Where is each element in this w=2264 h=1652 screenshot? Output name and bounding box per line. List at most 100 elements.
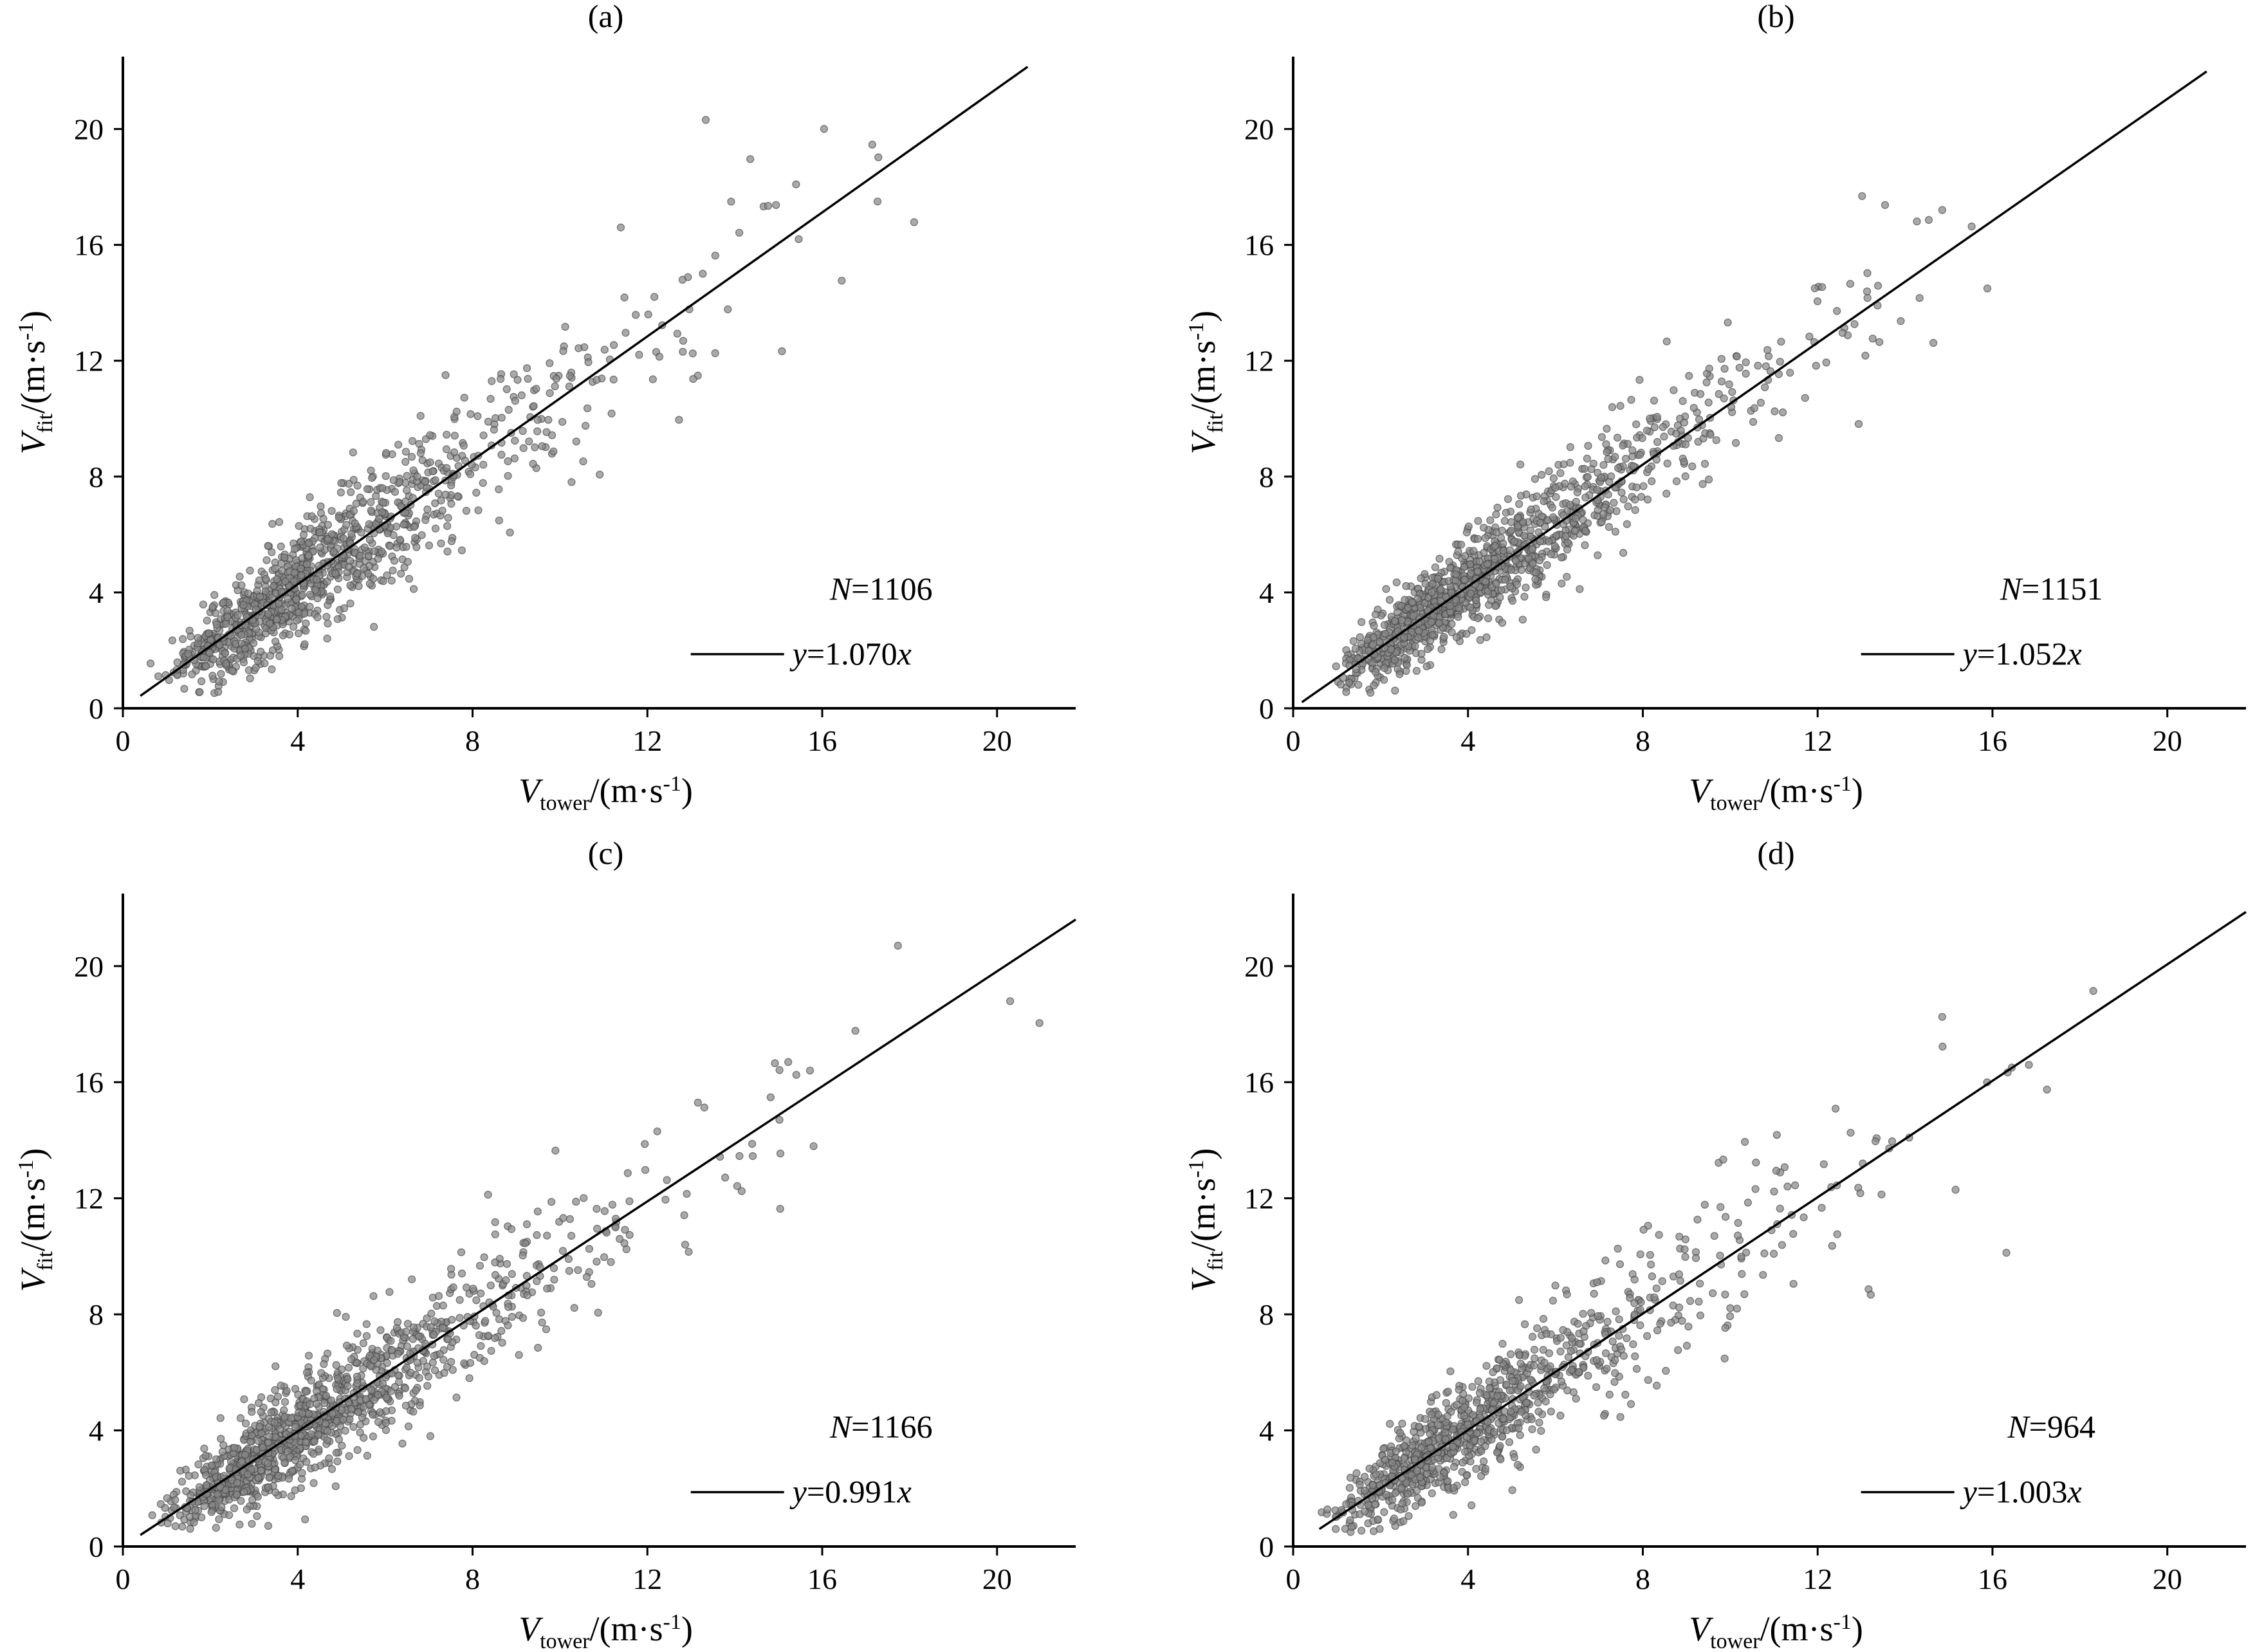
scatter-point	[337, 479, 345, 488]
scatter-point	[1542, 593, 1551, 601]
scatter-point	[306, 524, 315, 533]
scatter-point	[1516, 491, 1525, 500]
scatter-point	[1361, 1487, 1369, 1495]
scatter-point	[495, 516, 503, 525]
scatter-point	[457, 546, 466, 555]
scatter-point	[1398, 1419, 1406, 1428]
scatter-point	[1498, 1433, 1507, 1441]
scatter-point	[1967, 222, 1976, 231]
scatter-point	[1540, 497, 1548, 506]
x-tick-label: 0	[1286, 724, 1301, 757]
scatter-point	[533, 416, 542, 424]
scatter-point	[1639, 482, 1648, 490]
scatter-point	[543, 1231, 551, 1240]
y-tick-label: 0	[1259, 692, 1274, 725]
scatter-point	[328, 1409, 336, 1418]
scatter-point	[1656, 1319, 1664, 1328]
scatter-point	[1342, 1500, 1350, 1509]
scatter-point	[1856, 1189, 1864, 1197]
scatter-point	[1791, 1181, 1799, 1189]
scatter-point	[1580, 464, 1588, 473]
scatter-point	[1572, 497, 1580, 506]
scatter-point	[447, 1357, 456, 1366]
scatter-point	[1446, 601, 1454, 610]
scatter-point	[217, 1435, 225, 1443]
scatter-point	[561, 322, 569, 331]
scatter-point	[339, 1415, 347, 1424]
scatter-point	[609, 375, 618, 384]
scatter-point	[547, 1198, 556, 1206]
scatter-point	[390, 556, 399, 565]
scatter-point	[1770, 1249, 1778, 1258]
x-axis-label: Vtower/(m·s-1)	[1689, 771, 1863, 815]
y-tick-label: 20	[1244, 950, 1274, 983]
scatter-point	[353, 569, 362, 578]
scatter-point	[378, 1379, 387, 1388]
legend-n-label: N=1166	[829, 1408, 933, 1444]
scatter-point	[297, 571, 306, 580]
scatter-point	[1623, 1334, 1631, 1343]
scatter-point	[353, 481, 362, 490]
scatter-point	[1357, 618, 1366, 627]
scatter-point	[1813, 297, 1822, 306]
scatter-point	[434, 490, 443, 498]
scatter-point	[1812, 362, 1820, 370]
panel-d: (d) 0 4 8 12 16 20 0 4 8 12 16 20 Vtower/(m·s-1) Vfit/…	[1184, 835, 2247, 1652]
scatter-point	[778, 347, 786, 356]
scatter-point	[275, 518, 284, 526]
panel-title: (b)	[1757, 0, 1794, 34]
scatter-point	[1426, 1444, 1435, 1452]
scatter-point	[1636, 1321, 1644, 1330]
scatter-point	[1412, 1502, 1420, 1510]
scatter-point	[1495, 1355, 1504, 1364]
scatter-point	[271, 1362, 280, 1370]
y-tick-label: 4	[1259, 576, 1274, 609]
scatter-point	[1648, 1272, 1656, 1281]
scatter-point	[313, 613, 322, 621]
scatter-point	[378, 484, 387, 492]
scatter-point	[448, 1316, 456, 1324]
scatter-point	[306, 602, 314, 611]
scatter-point	[1436, 1473, 1444, 1482]
legend-fit-label: y=1.003x	[1960, 1473, 2082, 1509]
scatter-point	[457, 1248, 466, 1256]
scatter-point	[490, 425, 499, 434]
scatter-point	[1347, 1523, 1356, 1531]
scatter-point	[1496, 1455, 1505, 1464]
scatter-point	[270, 582, 278, 591]
scatter-point	[735, 1152, 744, 1161]
scatter-point	[701, 116, 710, 124]
scatter-point	[437, 539, 445, 547]
scatter-point	[218, 1447, 226, 1456]
scatter-point	[1875, 338, 1884, 346]
scatter-point	[1983, 284, 1992, 293]
scatter-point	[264, 1459, 272, 1467]
scatter-point	[1428, 1410, 1436, 1418]
scatter-point	[1531, 1354, 1539, 1363]
scatter-point	[466, 410, 475, 418]
scatter-point	[1449, 1426, 1457, 1434]
scatter-point	[317, 1369, 326, 1377]
scatter-point	[1433, 574, 1442, 583]
scatter-point	[335, 1435, 344, 1444]
scatter-point	[179, 635, 187, 643]
scatter-point	[1546, 1390, 1554, 1399]
scatter-point	[317, 509, 326, 517]
scatter-point	[1850, 320, 1859, 328]
scatter-point	[748, 1152, 757, 1161]
scatter-point	[370, 547, 378, 555]
scatter-point	[308, 512, 316, 520]
scatter-point	[474, 506, 483, 515]
scatter-point	[154, 672, 163, 681]
scatter-point	[264, 610, 272, 618]
scatter-point	[347, 529, 356, 538]
scatter-point	[374, 555, 382, 563]
scatter-point	[356, 551, 364, 560]
scatter-point	[1504, 495, 1513, 503]
scatter-point	[284, 1474, 293, 1483]
scatter-point	[265, 1432, 273, 1440]
scatter-point	[262, 574, 270, 583]
scatter-point	[1453, 1400, 1461, 1409]
scatter-point	[344, 1382, 352, 1390]
scatter-point	[565, 1267, 574, 1275]
